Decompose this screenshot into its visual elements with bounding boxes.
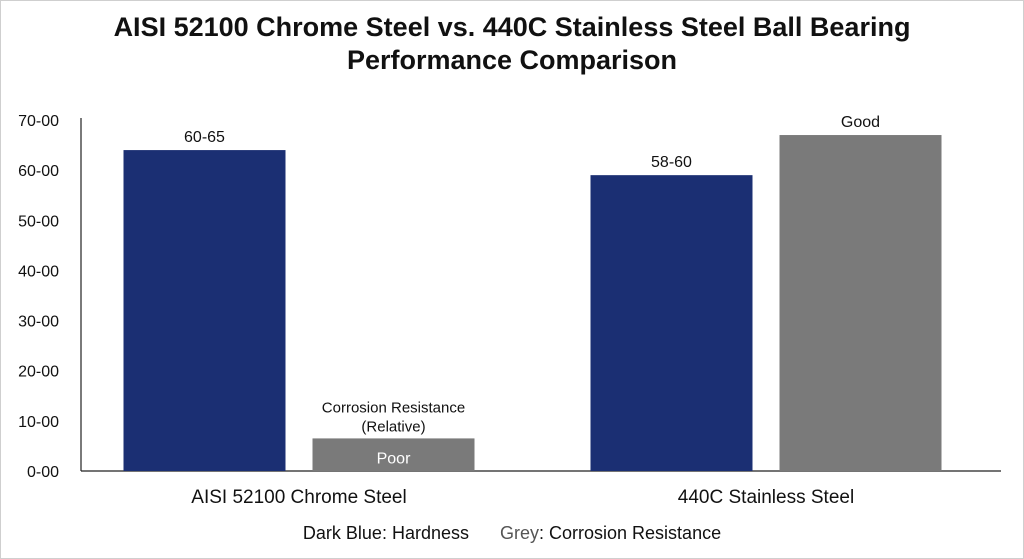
- bar-data-label: Good: [841, 114, 880, 131]
- bar-hardness-1: [590, 175, 753, 471]
- y-tick-label: 60-00: [18, 163, 59, 180]
- bar-chart: 0-00 10-00 20-00 30-00 40-00 50-00 60-00 70-00 6…: [18, 113, 1001, 508]
- legend-corrosion: : Corrosion Resistance: [539, 523, 722, 543]
- x-category-label: AISI 52100 Chrome Steel: [191, 487, 406, 508]
- bar-annotation: Corrosion Resistance: [322, 399, 465, 416]
- legend-hardness: Dark Blue: Hardness: [302, 523, 469, 543]
- bar-data-label: 58-60: [651, 154, 692, 171]
- y-tick-label: 70-00: [18, 113, 59, 130]
- y-tick-label: 20-00: [18, 364, 59, 381]
- y-tick-label: 50-00: [18, 213, 59, 230]
- y-tick-label: 40-00: [18, 263, 59, 280]
- y-tick-label: 30-00: [18, 314, 59, 331]
- x-category-label: 440C Stainless Steel: [678, 487, 854, 508]
- y-tick-label: 10-00: [18, 414, 59, 431]
- bar-hardness-0: [123, 150, 286, 472]
- chart-legend: Dark Blue: Hardness Grey: Corrosion Resi…: [1, 523, 1023, 544]
- chart-title-line-1: AISI 52100 Chrome Steel vs. 440C Stainle…: [113, 12, 911, 42]
- legend-grey-word: Grey: [500, 523, 540, 543]
- bar-data-label: Poor: [377, 450, 411, 467]
- chart-title-line-2: Performance Comparison: [346, 45, 678, 75]
- y-tick-label: 0-00: [27, 464, 59, 481]
- chart-title: AISI 52100 Chrome Steel vs. 440C Stainle…: [1, 11, 1023, 77]
- bar-corrosion-resistance-0: [312, 438, 475, 471]
- bar-data-label: 60-65: [184, 129, 225, 146]
- bar-annotation: (Relative): [361, 418, 425, 435]
- bar-corrosion-resistance-1: [779, 135, 942, 472]
